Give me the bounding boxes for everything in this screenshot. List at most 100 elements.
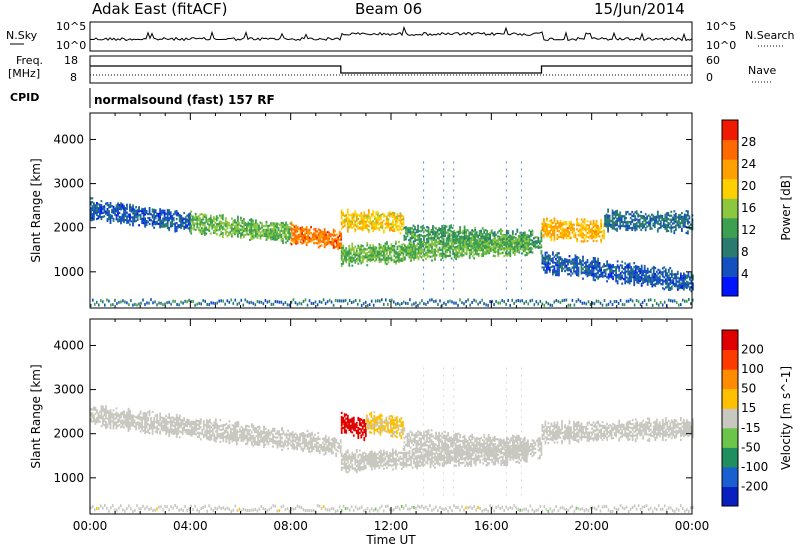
echo-cell xyxy=(468,239,471,242)
echo-cell xyxy=(513,301,515,305)
echo-cell xyxy=(654,276,657,280)
echo-cell xyxy=(553,221,556,224)
echo-cell xyxy=(316,303,319,307)
echo-cell xyxy=(410,251,412,254)
echo-cell xyxy=(499,301,501,305)
echo-cell xyxy=(506,254,509,257)
echo-cell xyxy=(661,273,664,276)
echo-cell xyxy=(689,288,691,291)
echo-cell xyxy=(332,228,335,231)
echo-cell xyxy=(418,229,421,233)
echo-cell xyxy=(145,418,148,421)
echo-cell xyxy=(516,240,519,243)
echo-cell xyxy=(537,238,540,242)
echo-cell xyxy=(120,222,122,225)
echo-cell xyxy=(340,254,343,258)
echo-cell xyxy=(163,215,166,218)
echo-cell xyxy=(186,300,188,304)
echo-cell xyxy=(643,276,646,279)
echo-cell xyxy=(258,228,260,231)
echo-cell xyxy=(414,250,417,253)
echo-cell xyxy=(528,243,531,246)
echo-cell xyxy=(393,223,396,226)
echo-cell xyxy=(520,233,523,236)
echo-cell xyxy=(156,417,158,420)
echo-cell xyxy=(159,414,161,417)
echo-cell xyxy=(632,225,635,228)
echo-cell xyxy=(354,251,357,254)
echo-cell xyxy=(465,231,467,234)
echo-cell xyxy=(305,235,308,239)
cpid-text: normalsound (fast) 157 RF xyxy=(94,93,275,107)
echo-cell xyxy=(317,228,320,231)
echo-cell xyxy=(442,236,445,239)
echo-cell xyxy=(606,280,608,283)
echo-cell xyxy=(290,227,293,230)
echo-cell xyxy=(256,300,259,303)
echo-cell xyxy=(413,302,415,306)
echo-cell xyxy=(370,257,373,260)
echo-cell xyxy=(383,213,385,216)
echo-cell xyxy=(351,218,354,221)
echo-cell xyxy=(317,246,320,249)
echo-cell xyxy=(445,231,448,234)
echo-cell xyxy=(366,244,369,247)
echo-cell xyxy=(386,224,388,227)
echo-cell xyxy=(138,423,140,426)
echo-cell xyxy=(595,266,598,269)
echo-cell xyxy=(597,257,599,260)
echo-cell xyxy=(644,213,647,216)
echo-cell xyxy=(468,244,471,247)
echo-cell xyxy=(595,299,598,303)
echo-cell xyxy=(684,276,687,279)
echo-cell xyxy=(675,281,678,284)
echo-cell xyxy=(148,301,150,305)
echo-cell xyxy=(396,259,399,262)
echo-cell xyxy=(609,300,612,304)
echo-cell xyxy=(420,230,422,233)
echo-cell xyxy=(282,239,284,242)
echo-cell xyxy=(582,232,584,235)
echo-cell xyxy=(665,218,668,221)
echo-cell xyxy=(326,300,329,304)
echo-cell xyxy=(553,261,556,264)
echo-cell xyxy=(624,278,627,281)
echo-cell xyxy=(194,222,197,225)
echo-cell xyxy=(132,206,134,209)
echo-cell xyxy=(444,224,446,227)
echo-cell xyxy=(459,232,461,235)
echo-cell xyxy=(510,242,513,245)
echo-cell xyxy=(120,206,122,209)
echo-cell xyxy=(690,223,692,226)
echo-cell xyxy=(487,233,490,236)
echo-cell xyxy=(340,299,343,303)
echo-cell xyxy=(683,286,685,289)
echo-cell xyxy=(132,303,134,307)
echo-cell xyxy=(367,215,370,218)
echo-cell xyxy=(573,262,575,265)
echo-cell xyxy=(267,227,269,230)
echo-cell xyxy=(402,247,405,250)
echo-cell xyxy=(574,262,577,265)
echo-cell xyxy=(319,241,322,244)
echo-cell xyxy=(364,256,367,259)
echo-cell xyxy=(546,233,548,236)
echo-cell xyxy=(423,234,425,237)
echo-cell xyxy=(395,216,397,219)
echo-cell xyxy=(493,303,495,307)
echo-cell xyxy=(332,240,335,243)
echo-cell xyxy=(462,242,464,245)
echo-cell xyxy=(476,245,479,248)
echo-cell xyxy=(670,285,673,288)
echo-cell xyxy=(334,246,337,249)
echo-cell xyxy=(480,229,483,232)
echo-cell xyxy=(576,273,578,276)
echo-cell xyxy=(577,230,580,233)
echo-cell xyxy=(640,217,643,220)
echo-cell xyxy=(415,229,418,232)
echo-cell xyxy=(567,303,570,307)
echo-cell xyxy=(517,299,519,302)
echo-cell xyxy=(474,234,477,237)
echo-cell xyxy=(369,248,372,251)
echo-cell xyxy=(470,251,473,254)
